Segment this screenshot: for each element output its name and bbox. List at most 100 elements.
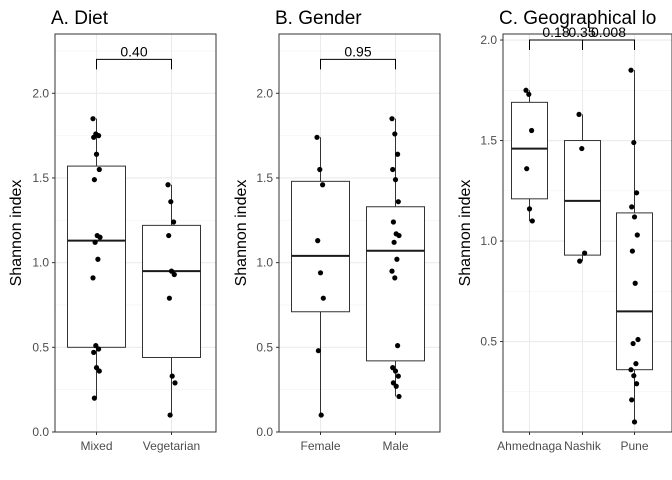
panel-title: A. Diet	[51, 8, 109, 29]
data-point	[629, 397, 635, 403]
y-tick-label: 0.5	[480, 335, 497, 349]
data-point	[166, 232, 172, 239]
data-point	[97, 234, 103, 240]
y-axis-label: Shannon index	[8, 180, 25, 287]
data-point	[395, 151, 401, 157]
data-point	[529, 218, 535, 224]
y-tick-label: 1.5	[32, 171, 49, 185]
data-point	[390, 166, 396, 173]
panel-title: B. Gender	[275, 8, 362, 29]
data-point	[523, 87, 529, 93]
data-point	[393, 383, 399, 389]
data-point	[172, 380, 178, 386]
box-0	[67, 165, 126, 348]
p-value-label: 0.35	[568, 24, 595, 40]
y-tick-label: 1.0	[256, 256, 273, 270]
panel-border	[278, 33, 441, 433]
y-tick-label: 0.0	[32, 425, 49, 439]
y-tick-label: 1.0	[480, 234, 497, 248]
data-point	[630, 340, 636, 347]
data-point	[314, 134, 320, 140]
x-tick-label: Vegetarian	[143, 439, 200, 453]
data-point	[91, 349, 97, 355]
x-tick-label: Pune	[620, 439, 648, 453]
data-point	[391, 239, 397, 245]
data-point	[634, 190, 640, 196]
data-point	[392, 131, 398, 137]
data-point	[171, 219, 177, 225]
data-point	[631, 139, 637, 146]
significance-bracket	[582, 39, 635, 51]
data-point	[524, 166, 530, 172]
data-point	[579, 145, 585, 152]
p-value-label: 0.008	[591, 24, 626, 40]
data-point	[576, 111, 582, 118]
y-tick-label: 2.0	[32, 86, 49, 100]
panel-border	[54, 33, 217, 433]
y-tick-label: 0.0	[256, 425, 273, 439]
p-value-label: 0.95	[344, 43, 371, 59]
x-tick-label: Female	[300, 439, 340, 453]
data-point	[92, 239, 98, 245]
data-point	[577, 258, 583, 264]
data-point	[165, 182, 171, 188]
data-point	[91, 134, 97, 140]
data-point	[395, 199, 401, 205]
data-point	[315, 238, 321, 244]
data-point	[634, 381, 640, 387]
data-point	[317, 166, 323, 173]
data-point	[315, 348, 321, 354]
data-point	[392, 368, 399, 374]
data-point	[389, 116, 395, 122]
data-point	[166, 295, 172, 301]
data-point	[629, 204, 635, 210]
box-1	[142, 224, 201, 358]
data-point	[631, 419, 638, 425]
significance-bracket	[96, 58, 172, 70]
y-tick-label: 1.0	[32, 256, 49, 270]
x-tick-label: Mixed	[80, 439, 112, 453]
data-point	[93, 151, 100, 157]
y-axis-label: Shannon index	[457, 180, 474, 287]
data-point	[628, 367, 634, 373]
data-point	[168, 199, 174, 205]
data-point	[526, 91, 532, 97]
y-tick-label: 0.5	[32, 340, 49, 354]
data-point	[90, 275, 96, 281]
data-point	[96, 368, 102, 374]
data-point	[318, 412, 324, 418]
data-point	[632, 280, 638, 286]
data-point	[635, 336, 641, 343]
box-2	[616, 212, 653, 371]
data-point	[96, 166, 102, 173]
data-point	[320, 182, 326, 188]
data-point	[96, 346, 102, 352]
significance-bracket	[320, 58, 396, 70]
data-point	[395, 373, 401, 379]
data-point	[167, 412, 173, 418]
box-0	[291, 180, 350, 313]
data-point	[394, 256, 400, 262]
data-point	[96, 133, 102, 139]
data-point	[631, 373, 637, 379]
y-tick-label: 0.5	[256, 340, 273, 354]
x-tick-label: Male	[382, 439, 408, 453]
panel-border	[502, 33, 672, 433]
panel-2: 0.0 0.5 1.0 1.5 2.0 Female Male 0.95 B. Gender Sh…	[233, 8, 441, 453]
box-1	[366, 206, 425, 362]
box-0	[511, 101, 548, 200]
x-tick-label: Nashik	[564, 439, 602, 453]
data-point	[90, 116, 96, 122]
y-tick-label: 1.5	[480, 134, 497, 148]
data-point	[392, 177, 399, 183]
data-point	[91, 395, 97, 401]
box-1	[564, 140, 601, 256]
p-value-label: 0.40	[120, 43, 147, 59]
data-point	[629, 248, 636, 254]
data-point	[392, 275, 398, 281]
data-point	[91, 177, 97, 183]
x-tick-label: Ahmednaga	[497, 439, 562, 453]
y-tick-label: 2.0	[480, 33, 497, 47]
data-point	[396, 232, 402, 239]
